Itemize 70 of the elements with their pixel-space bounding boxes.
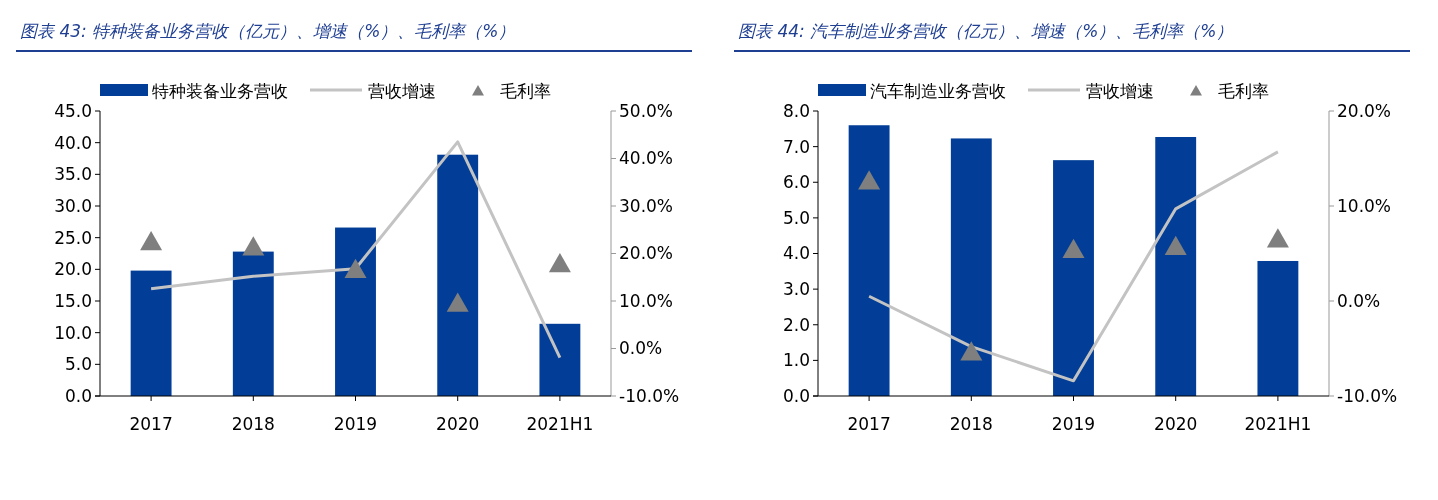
x-tick-label: 2018 [231,414,275,434]
legend-label: 营收增速 [1086,81,1154,101]
y-tick-label: 1.0 [782,350,810,371]
point [344,258,367,278]
x-tick-label: 2021H1 [526,414,594,434]
y-tick-label: 5.0 [64,354,92,375]
y2-tick-label: 50.0% [619,100,674,121]
legend-label: 汽车制造业务营收 [870,81,1006,101]
y-tick-label: 15.0 [54,290,92,311]
legend-label: 毛利率 [1218,81,1269,101]
x-tick-label: 2021H1 [1244,414,1312,434]
x-tick-label: 2018 [949,414,993,434]
y2-tick-label: 40.0% [619,148,674,169]
bar [848,125,890,396]
y-tick-label: 30.0 [54,195,92,216]
y-tick-label: 7.0 [782,136,810,157]
point [858,170,881,190]
y-tick-label: 20.0 [54,259,92,280]
point [140,231,163,251]
legend-label: 营收增速 [368,81,436,101]
legend-label: 毛利率 [500,81,551,101]
y-tick-label: 35.0 [54,164,92,185]
y-tick-label: 40.0 [54,132,92,153]
y2-tick-label: 20.0% [1337,100,1392,121]
y2-tick-label: -10.0% [1337,385,1398,406]
y-tick-label: 10.0 [54,322,92,343]
x-tick-label: 2019 [333,414,378,434]
y-tick-label: 0.0 [64,385,92,406]
point [1164,235,1187,256]
chart-title: 图表 43: 特种装备业务营收（亿元）、增速（%）、毛利率（%） [20,21,516,41]
point [1266,228,1289,248]
bar [1155,137,1197,396]
y-tick-label: 3.0 [782,279,810,300]
y-tick-label: 25.0 [54,227,92,248]
point [242,236,265,256]
point [960,341,983,361]
x-tick-label: 2019 [1051,414,1096,434]
bar [1053,160,1094,396]
y2-tick-label: 20.0% [619,243,674,264]
x-tick-label: 2017 [847,414,891,434]
bar [1257,260,1299,396]
y-tick-label: 4.0 [782,243,810,264]
bar [232,251,274,396]
bar [130,270,172,396]
y2-tick-label: -10.0% [619,385,680,406]
line-series [867,150,1280,383]
y-tick-label: 6.0 [782,172,810,193]
bar [335,227,376,396]
y-tick-label: 2.0 [782,314,810,335]
y2-tick-label: 0.0% [1337,290,1381,311]
point [1062,238,1085,258]
y2-tick-label: 10.0% [619,290,674,311]
y2-tick-label: 30.0% [619,195,674,216]
x-tick-label: 2020 [1154,414,1198,434]
chart-title: 图表 44: 汽车制造业务营收（亿元）、增速（%）、毛利率（%） [738,21,1234,41]
y-tick-label: 45.0 [54,100,92,121]
y2-tick-label: 10.0% [1337,195,1392,216]
bar [950,138,992,396]
y-tick-label: 8.0 [782,100,810,121]
y-tick-label: 5.0 [782,207,810,228]
x-tick-label: 2017 [129,414,173,434]
y-tick-label: 0.0 [782,385,810,406]
bar [437,154,479,396]
point [446,292,469,312]
line-series [149,140,562,360]
point [548,252,571,273]
bar [539,323,581,396]
legend-label: 特种装备业务营收 [152,81,288,101]
x-tick-label: 2020 [436,414,480,434]
y2-tick-label: 0.0% [619,338,663,359]
